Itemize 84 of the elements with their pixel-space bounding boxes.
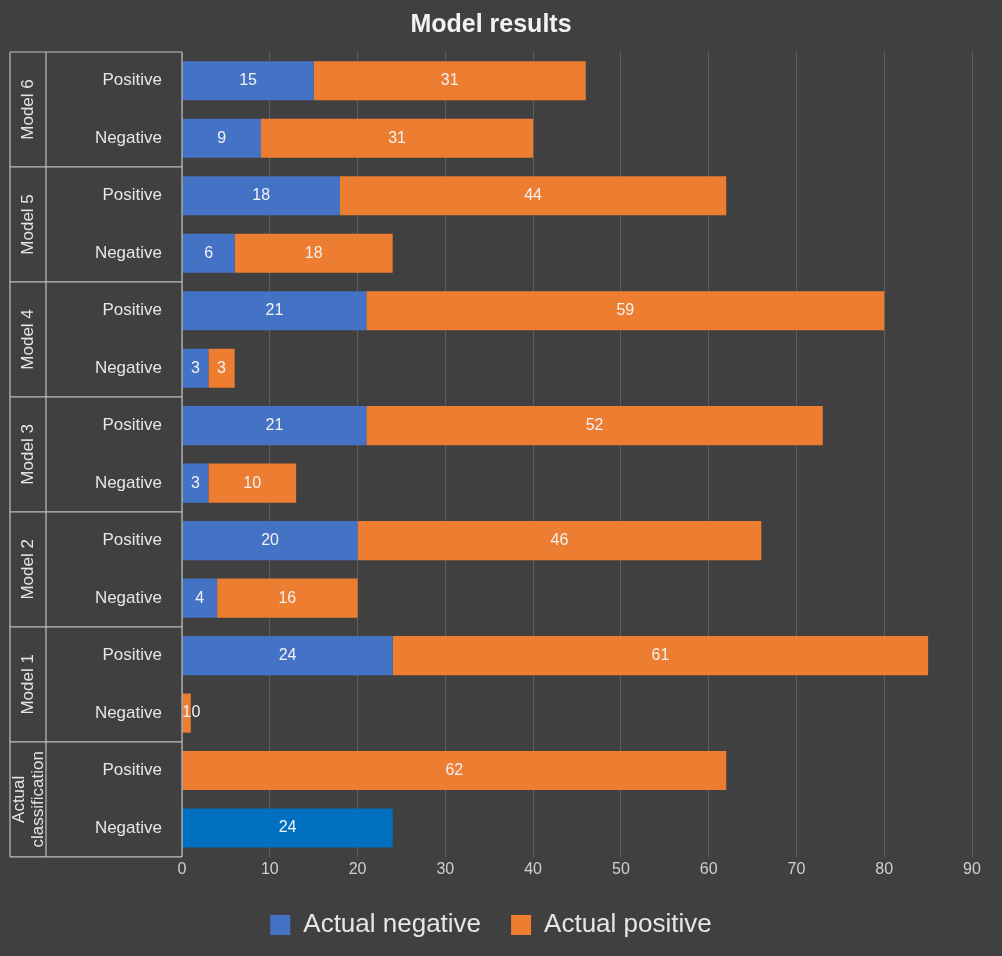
bar	[182, 521, 358, 561]
bar	[182, 808, 393, 848]
data-label: 6	[204, 243, 214, 261]
data-label: 61	[651, 646, 670, 664]
bar	[182, 751, 727, 791]
y-tick-label: Positive	[102, 645, 162, 665]
bar	[182, 348, 209, 388]
bar	[182, 636, 393, 676]
y-tick-label: Positive	[102, 300, 162, 320]
data-label: 46	[550, 531, 569, 549]
x-tick-label: 90	[963, 859, 981, 877]
text: Model 6	[17, 79, 37, 140]
bar	[217, 578, 358, 618]
y-tick-label: Positive	[102, 415, 162, 435]
bar	[182, 118, 261, 158]
data-label: 52	[585, 416, 604, 434]
data-label: 44	[524, 186, 543, 204]
x-tick-label: 70	[787, 859, 806, 877]
bar	[357, 521, 762, 561]
y-tick-label: Negative	[94, 127, 162, 147]
data-label: 21	[265, 301, 284, 319]
data-label: 0	[191, 703, 201, 721]
y-tick-label: Positive	[102, 185, 162, 205]
data-label: 20	[261, 531, 280, 549]
data-label: 15	[239, 71, 258, 89]
bar	[182, 463, 209, 503]
x-tick-label: 30	[436, 859, 455, 877]
text: Model 1	[17, 654, 37, 715]
data-label: 9	[217, 128, 227, 146]
data-label: 62	[445, 760, 464, 778]
bar	[366, 406, 823, 446]
bar	[182, 291, 367, 331]
data-label: 10	[243, 473, 262, 491]
bar	[208, 348, 235, 388]
y-tick-label: Negative	[94, 357, 162, 377]
data-label: 3	[217, 358, 227, 376]
x-tick-label: 60	[699, 859, 718, 877]
y-tick-label: Positive	[102, 70, 162, 90]
bar	[313, 61, 586, 101]
text: Actual classification	[8, 751, 47, 848]
y-tick-label: Negative	[94, 587, 162, 607]
data-label: 18	[252, 186, 271, 204]
data-label: 3	[190, 358, 200, 376]
x-tick-label: 50	[611, 859, 630, 877]
bar	[261, 118, 534, 158]
x-tick-label: 20	[348, 859, 367, 877]
data-label: 31	[388, 128, 407, 146]
y-tick-label: Negative	[94, 817, 162, 837]
bar	[182, 61, 314, 101]
text: Model 5	[17, 194, 37, 255]
x-tick-label: 10	[260, 859, 279, 877]
bar	[340, 176, 727, 216]
legend-label: Actual positive	[544, 908, 712, 939]
y-tick-label: Positive	[102, 530, 162, 550]
text: Model 4	[17, 309, 37, 370]
chart-title: Model results	[410, 8, 572, 37]
data-label: 24	[278, 646, 297, 664]
data-label: 18	[304, 243, 323, 261]
data-label: 4	[195, 588, 205, 606]
bar	[182, 233, 235, 273]
data-label: 24	[278, 818, 297, 836]
bar	[182, 176, 340, 216]
y-tick-label: Negative	[94, 472, 162, 492]
bar	[208, 463, 297, 503]
x-tick-label: 0	[177, 859, 187, 877]
legend-label: Actual negative	[303, 908, 482, 939]
bar	[392, 636, 929, 676]
text: Model 2	[17, 539, 37, 600]
bar	[366, 291, 885, 331]
data-label: 31	[440, 71, 459, 89]
data-label: 59	[616, 301, 635, 319]
data-label: 3	[190, 473, 200, 491]
y-tick-label: Positive	[102, 760, 162, 780]
data-label: 1	[182, 703, 192, 721]
x-tick-label: 80	[875, 859, 894, 877]
bar	[182, 578, 218, 618]
data-label: 16	[278, 588, 297, 606]
x-tick-label: 40	[524, 859, 543, 877]
bar	[182, 406, 367, 446]
y-tick-label: Negative	[94, 702, 162, 722]
data-label: 21	[265, 416, 284, 434]
text: Model 3	[17, 424, 37, 485]
bar	[234, 233, 393, 273]
y-tick-label: Negative	[94, 242, 162, 262]
